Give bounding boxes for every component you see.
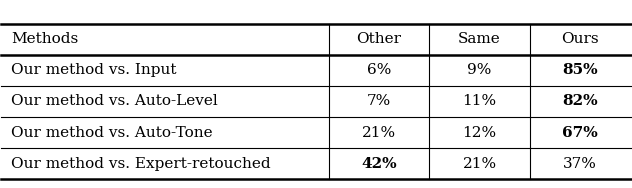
Text: 12%: 12% [463, 126, 497, 139]
Text: 11%: 11% [463, 94, 497, 108]
Text: 67%: 67% [562, 126, 598, 139]
Text: Ours: Ours [561, 32, 599, 46]
Text: Our method vs. Auto-Level: Our method vs. Auto-Level [11, 94, 217, 108]
Text: 9%: 9% [468, 63, 492, 77]
Text: Our method vs. Input: Our method vs. Input [11, 63, 176, 77]
Text: 37%: 37% [563, 157, 597, 171]
Text: 21%: 21% [362, 126, 396, 139]
Text: 85%: 85% [562, 63, 598, 77]
Text: Our method vs. Auto-Tone: Our method vs. Auto-Tone [11, 126, 212, 139]
Text: Our method vs. Expert-retouched: Our method vs. Expert-retouched [11, 157, 270, 171]
Text: 7%: 7% [367, 94, 391, 108]
Text: Other: Other [356, 32, 401, 46]
Text: 82%: 82% [562, 94, 598, 108]
Text: Same: Same [458, 32, 501, 46]
Text: 21%: 21% [463, 157, 497, 171]
Text: 42%: 42% [361, 157, 397, 171]
Text: 6%: 6% [367, 63, 391, 77]
Text: Methods: Methods [11, 32, 78, 46]
